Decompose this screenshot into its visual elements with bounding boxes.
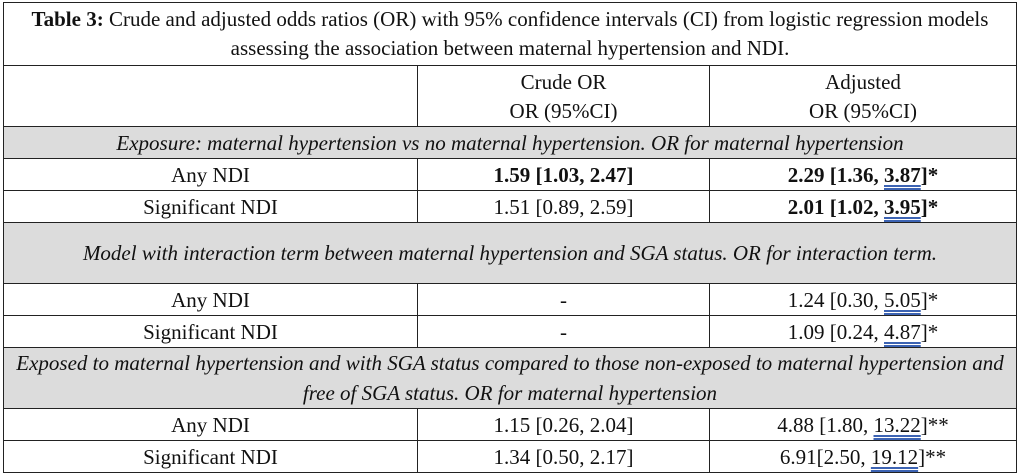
section-title: Exposed to maternal hypertension and wit… bbox=[3, 347, 1017, 409]
adjusted-or-cell: 2.01 [1.02, 3.95]* bbox=[709, 190, 1017, 223]
crude-or-cell: 1.15 [0.26, 2.04] bbox=[417, 408, 710, 441]
table-caption: Table 3: Crude and adjusted odds ratios … bbox=[3, 2, 1017, 66]
row-label: Any NDI bbox=[3, 283, 418, 316]
table-caption-row: Table 3: Crude and adjusted odds ratios … bbox=[3, 2, 1017, 66]
adjusted-or-upper: 13.22 bbox=[873, 412, 921, 437]
header-adjusted-title: Adjusted bbox=[825, 70, 901, 94]
caption-text: Crude and adjusted odds ratios (OR) with… bbox=[103, 7, 989, 60]
crude-or-cell: - bbox=[417, 315, 710, 348]
adjusted-or-upper: 4.87 bbox=[884, 319, 921, 344]
adjusted-or-cell: 1.09 [0.24, 4.87]* bbox=[709, 315, 1017, 348]
adjusted-or-upper: 5.05 bbox=[884, 287, 921, 312]
adjusted-or-suffix: ]* bbox=[920, 319, 939, 344]
adjusted-or-suffix: ]* bbox=[920, 194, 939, 219]
section-header-row: Exposed to maternal hypertension and wit… bbox=[3, 347, 1017, 409]
adjusted-or-cell: 6.91[2.50, 19.12]** bbox=[709, 440, 1017, 473]
crude-or-cell: 1.34 [0.50, 2.17] bbox=[417, 440, 710, 473]
table-row: Any NDI 1.59 [1.03, 2.47] 2.29 [1.36, 3.… bbox=[3, 158, 1017, 191]
odds-ratio-table: Table 3: Crude and adjusted odds ratios … bbox=[3, 2, 1017, 473]
row-label: Significant NDI bbox=[3, 440, 418, 473]
table-row: Any NDI 1.15 [0.26, 2.04] 4.88 [1.80, 13… bbox=[3, 408, 1017, 441]
row-label: Significant NDI bbox=[3, 190, 418, 223]
crude-or-cell: 1.51 [0.89, 2.59] bbox=[417, 190, 710, 223]
adjusted-or-prefix: 2.01 [1.02, bbox=[787, 194, 884, 219]
adjusted-or-suffix: ]** bbox=[918, 444, 947, 469]
row-label: Any NDI bbox=[3, 408, 418, 441]
section-header-row: Exposure: maternal hypertension vs no ma… bbox=[3, 126, 1017, 159]
adjusted-or-suffix: ]* bbox=[920, 162, 939, 187]
row-label: Significant NDI bbox=[3, 315, 418, 348]
adjusted-or-prefix: 1.24 [0.30, bbox=[787, 287, 884, 312]
header-adjusted-cell: Adjusted OR (95%CI) bbox=[709, 65, 1017, 127]
adjusted-or-prefix: 2.29 [1.36, bbox=[787, 162, 884, 187]
adjusted-or-upper: 19.12 bbox=[870, 444, 919, 469]
adjusted-or-prefix: 4.88 [1.80, bbox=[777, 412, 874, 437]
adjusted-or-cell: 4.88 [1.80, 13.22]** bbox=[709, 408, 1017, 441]
header-crude-title: Crude OR bbox=[520, 70, 607, 94]
header-crude-cell: Crude OR OR (95%CI) bbox=[417, 65, 710, 127]
table-row: Any NDI - 1.24 [0.30, 5.05]* bbox=[3, 283, 1017, 316]
row-label: Any NDI bbox=[3, 158, 418, 191]
adjusted-or-upper: 3.95 bbox=[884, 194, 921, 219]
table-row: Significant NDI 1.51 [0.89, 2.59] 2.01 [… bbox=[3, 190, 1017, 223]
table-row: Significant NDI 1.34 [0.50, 2.17] 6.91[2… bbox=[3, 440, 1017, 473]
adjusted-or-suffix: ]* bbox=[920, 287, 939, 312]
header-adjusted-subtitle: OR (95%CI) bbox=[809, 99, 917, 123]
adjusted-or-cell: 1.24 [0.30, 5.05]* bbox=[709, 283, 1017, 316]
header-label-cell bbox=[3, 65, 418, 127]
adjusted-or-upper: 3.87 bbox=[884, 162, 921, 187]
header-crude-subtitle: OR (95%CI) bbox=[509, 99, 618, 123]
section-header-row: Model with interaction term between mate… bbox=[3, 222, 1017, 284]
crude-or-cell: 1.59 [1.03, 2.47] bbox=[417, 158, 710, 191]
adjusted-or-prefix: 6.91[2.50, bbox=[779, 444, 871, 469]
header-row: Crude OR OR (95%CI) Adjusted OR (95%CI) bbox=[3, 65, 1017, 127]
table-row: Significant NDI - 1.09 [0.24, 4.87]* bbox=[3, 315, 1017, 348]
caption-title: Table 3: bbox=[31, 7, 104, 31]
adjusted-or-cell: 2.29 [1.36, 3.87]* bbox=[709, 158, 1017, 191]
section-title: Model with interaction term between mate… bbox=[3, 222, 1017, 284]
adjusted-or-suffix: ]** bbox=[920, 412, 949, 437]
crude-or-cell: - bbox=[417, 283, 710, 316]
adjusted-or-prefix: 1.09 [0.24, bbox=[787, 319, 884, 344]
section-title: Exposure: maternal hypertension vs no ma… bbox=[3, 126, 1017, 159]
